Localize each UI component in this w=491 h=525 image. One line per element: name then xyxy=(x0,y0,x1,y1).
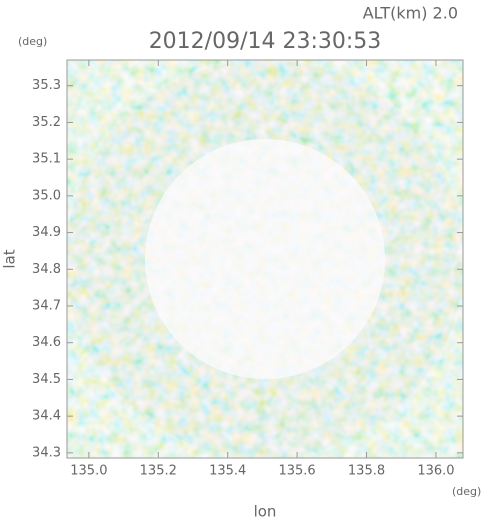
x-tick-label: 135.2 xyxy=(140,464,177,479)
y-tick-label: 34.7 xyxy=(32,298,61,313)
y-tick-label: 34.9 xyxy=(32,225,61,240)
y-tick-label: 34.3 xyxy=(32,445,61,460)
x-tick-label: 135.6 xyxy=(278,464,315,479)
y-tick-label: 35.1 xyxy=(32,152,61,167)
x-tick-label: 135.4 xyxy=(209,464,246,479)
y-tick-label: 35.2 xyxy=(32,115,61,130)
plot-frame xyxy=(66,59,464,459)
x-tick-label: 135.8 xyxy=(348,464,385,479)
x-unit: (deg) xyxy=(452,485,481,498)
y-tick-label: 35.3 xyxy=(32,78,61,93)
altitude-label: ALT(km) 2.0 xyxy=(363,4,458,23)
y-tick-label: 34.6 xyxy=(32,335,61,350)
y-unit: (deg) xyxy=(18,35,47,48)
disk-center xyxy=(145,139,385,379)
y-tick-label: 35.0 xyxy=(32,188,61,203)
x-axis-label: lon xyxy=(254,503,277,521)
radar-disk xyxy=(67,60,463,458)
y-tick-label: 34.8 xyxy=(32,262,61,277)
y-tick-label: 34.4 xyxy=(32,409,61,424)
y-tick-label: 34.5 xyxy=(32,372,61,387)
x-tick-label: 136.0 xyxy=(417,464,454,479)
x-tick-label: 135.0 xyxy=(70,464,107,479)
chart-title: 2012/09/14 23:30:53 xyxy=(149,29,382,54)
y-axis-label: lat xyxy=(1,249,19,268)
